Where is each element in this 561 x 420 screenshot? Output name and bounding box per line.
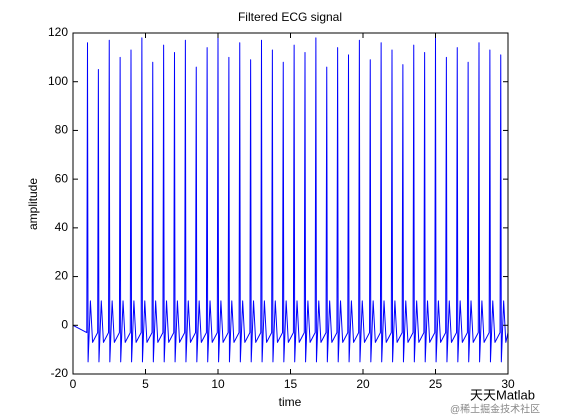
x-tick-label: 5 (142, 377, 149, 391)
watermark-brand: 天天Matlab (470, 387, 535, 402)
y-axis-label: amplitude (26, 178, 40, 230)
x-axis-label: time (279, 395, 302, 409)
y-tick-label: 60 (55, 171, 69, 185)
x-tick-label: 20 (356, 377, 370, 391)
y-tick-label: 80 (55, 123, 69, 137)
x-tick-label: 15 (284, 377, 298, 391)
y-tick-label: 20 (55, 269, 69, 283)
y-tick-label: 120 (48, 25, 68, 39)
x-tick-label: 0 (70, 377, 77, 391)
y-tick-label: 100 (48, 74, 68, 88)
watermark-source: @稀土掘金技术社区 (450, 403, 540, 416)
chart-title: Filtered ECG signal (238, 10, 342, 24)
ecg-line (72, 37, 509, 363)
x-tick-label: 30 (501, 377, 515, 391)
y-tick-label: 40 (55, 220, 69, 234)
x-tick-label: 10 (211, 377, 225, 391)
y-tick-label: 0 (61, 317, 68, 331)
plot-area (73, 33, 508, 374)
y-tick-label: -20 (51, 366, 69, 380)
x-tick-label: 25 (429, 377, 443, 391)
